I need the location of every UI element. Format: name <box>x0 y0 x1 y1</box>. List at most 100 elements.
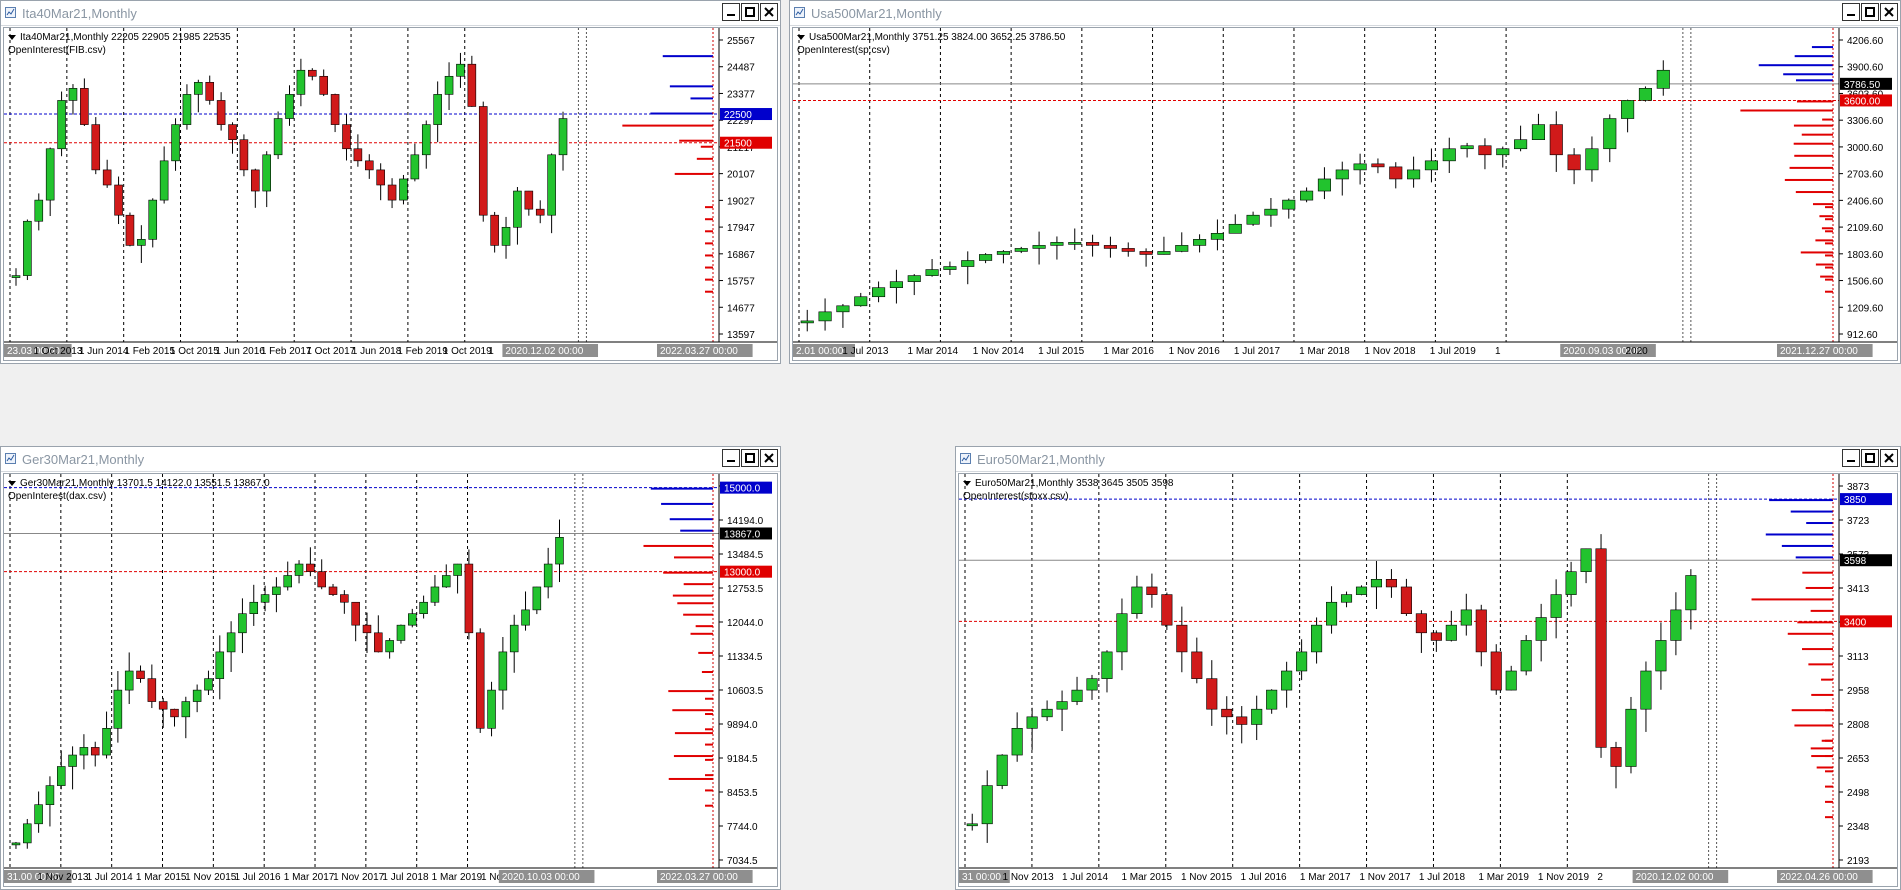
candle-body <box>249 601 259 615</box>
call-oi-bar <box>1811 46 1833 49</box>
candle-body <box>1656 69 1670 89</box>
dropdown-icon[interactable] <box>963 480 971 486</box>
candle-body <box>1103 245 1117 249</box>
close-button[interactable] <box>760 449 778 467</box>
minimize-button[interactable] <box>1842 3 1860 21</box>
candle-body <box>498 651 508 691</box>
candle-body <box>114 184 123 216</box>
dropdown-icon[interactable] <box>797 34 805 40</box>
candle-body <box>1460 609 1472 626</box>
maximize-button[interactable] <box>741 3 759 21</box>
put-oi-bar <box>705 774 713 777</box>
price-chart[interactable]: 3873372335733413326331132958280826532498… <box>959 474 1897 886</box>
price-tick-label: 16867 <box>727 250 755 261</box>
price-chart[interactable]: 2556724487233772229721217201071902717947… <box>4 28 777 360</box>
candle-body <box>1424 160 1438 171</box>
price-tick-label: 13484.5 <box>727 550 764 561</box>
window-titlebar[interactable]: Euro50Mar21,Monthly <box>956 447 1900 472</box>
price-tick-label: 2808 <box>1847 720 1870 731</box>
chart-window-euro50[interactable]: Euro50Mar21,Monthly 38733723357334133263… <box>955 446 1901 890</box>
price-tick-label: 7744.0 <box>727 822 758 833</box>
chart-window-ita40[interactable]: Ita40Mar21,Monthly 25567 24487 23377 22297 2… <box>0 0 781 364</box>
put-oi-bar <box>1825 709 1833 712</box>
put-oi-bar <box>1825 218 1833 221</box>
chart-area[interactable]: 4206.603900.603603.603306.603000.602703.… <box>792 27 1898 361</box>
price-tick-label: 24487 <box>727 63 755 74</box>
candle-body <box>1415 613 1427 634</box>
maximize-button[interactable] <box>741 449 759 467</box>
chart-window-ger30[interactable]: Ger30Mar21,Monthly 14925.014194.013484.5… <box>0 446 781 890</box>
dropdown-icon[interactable] <box>8 34 16 40</box>
close-button[interactable] <box>1880 449 1898 467</box>
time-cursor-box <box>793 344 855 357</box>
candle-body <box>1400 586 1412 614</box>
chart-area[interactable]: 14925.014194.013484.512753.512044.011334… <box>3 473 778 887</box>
candle-body <box>1475 609 1487 653</box>
candle-body <box>1335 169 1349 180</box>
candle-body <box>1640 670 1652 710</box>
time-tick-label: 1 Nov 2018 <box>1364 346 1416 357</box>
chart-area[interactable]: 3873372335733413326331132958280826532498… <box>958 473 1898 887</box>
candle-body <box>1014 248 1028 252</box>
minimize-button[interactable] <box>722 449 740 467</box>
window-title: Usa500Mar21,Monthly <box>811 6 942 21</box>
time-tick-label: 1 <box>1495 346 1501 357</box>
symbol-info: Euro50Mar21,Monthly 3538 3645 3505 3598 <box>963 478 1173 489</box>
candle-body <box>1496 148 1510 156</box>
candle-body <box>80 88 89 125</box>
window-titlebar[interactable]: Usa500Mar21,Monthly <box>790 1 1900 26</box>
put-oi-bar <box>1791 709 1833 712</box>
time-cursor-box <box>657 870 753 883</box>
chart-area[interactable]: 2556724487233772229721217201071902717947… <box>3 27 778 361</box>
price-tick-label: 17947 <box>727 223 755 234</box>
indicator-label: OpenInterest(stoxx.csv) <box>963 491 1069 502</box>
candle-body <box>1355 586 1368 595</box>
time-cursor-box <box>1777 344 1873 357</box>
put-oi-bar <box>1811 693 1833 696</box>
symbol-info: Ita40Mar21,Monthly 22205 22905 21985 225… <box>8 32 231 43</box>
candle-body <box>1531 124 1545 140</box>
candle-body <box>1175 245 1189 252</box>
price-tick-label: 3113 <box>1847 652 1869 663</box>
put-oi-bar <box>1825 230 1833 233</box>
put-oi-bar <box>1789 166 1833 169</box>
price-tick-label: 23377 <box>727 89 755 100</box>
call-oi-bar <box>1795 79 1833 82</box>
price-chart[interactable]: 14925.014194.013484.512753.512044.011334… <box>4 474 777 886</box>
candle-body <box>182 94 192 125</box>
price-tick-label: 12753.5 <box>727 584 764 595</box>
price-tick-label: 22297 <box>727 116 755 127</box>
time-tick-label: 2022.03.27 00:00 <box>660 346 738 357</box>
candle-body <box>238 613 247 634</box>
candle-body <box>453 563 462 576</box>
close-button[interactable] <box>760 3 778 21</box>
put-oi-bar <box>677 602 713 605</box>
window-titlebar[interactable]: Ita40Mar21,Monthly <box>1 1 780 26</box>
call-oi-bar <box>690 97 713 100</box>
candle-body <box>1131 586 1143 614</box>
candle-body <box>1685 575 1697 611</box>
maximize-button[interactable] <box>1861 3 1879 21</box>
window-titlebar[interactable]: Ger30Mar21,Monthly <box>1 447 780 472</box>
chart-window-usa500[interactable]: Usa500Mar21,Monthly 4206.603900.603603.6… <box>789 0 1901 364</box>
maximize-button[interactable] <box>1861 449 1879 467</box>
candle-body <box>1585 148 1599 171</box>
dropdown-icon[interactable] <box>8 480 16 486</box>
candle-body <box>68 88 78 101</box>
candle-body <box>239 139 249 171</box>
candle-body <box>1251 708 1263 725</box>
price-chart[interactable]: 4206.603900.603603.603306.603000.602703.… <box>793 28 1897 360</box>
call-oi-bar <box>661 502 713 505</box>
candle-body <box>1026 716 1038 729</box>
price-tag <box>1840 94 1892 107</box>
minimize-button[interactable] <box>1842 449 1860 467</box>
minimize-button[interactable] <box>722 3 740 21</box>
price-tick-label: 1209.60 <box>1847 303 1884 314</box>
put-oi-bar <box>1808 663 1833 666</box>
price-tag <box>720 136 772 149</box>
put-oi-bar <box>1796 100 1833 103</box>
candle-body <box>513 190 522 228</box>
candle-body <box>351 601 360 626</box>
close-button[interactable] <box>1880 3 1898 21</box>
time-tick-label: 1 Nov 2017 <box>333 872 385 883</box>
